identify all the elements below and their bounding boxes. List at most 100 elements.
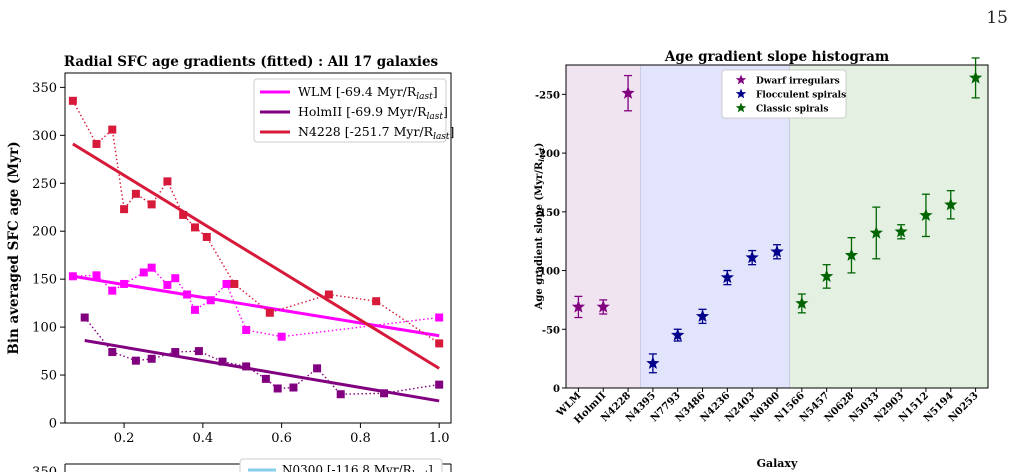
series-fit-line [72,274,440,338]
data-point [92,139,101,148]
left-xtick-label: 0.8 [350,431,371,446]
region-flocculent-spirals [640,65,790,388]
series-dotted-line [72,100,440,344]
left-xtick-label: 0.2 [114,431,135,446]
data-point [218,357,227,366]
data-point-star [968,70,983,84]
region-classic-spirals [789,65,988,388]
right-x-axis: WLMHolmIIN4228N4395N7793N3486N4236N2403N… [554,388,981,426]
data-point [277,332,286,341]
series-holmii [80,313,444,403]
data-point-star [944,197,958,211]
right-x-axis-label: Galaxy [757,457,798,470]
legend-label: WLM [-69.4 Myr/Rlast] [298,84,438,102]
data-point [242,362,251,371]
legend-close: ] [433,84,438,99]
legend-name: HolmII [298,104,346,119]
data-point-star [596,300,610,313]
left-x-axis: 0.2 0.4 0.6 0.8 1.0 [114,423,450,446]
left-legend-box [253,78,447,143]
legend-subscript: last [427,112,444,122]
next-panel-ytick-label: 350 [32,465,57,472]
legend-slope: [-69.9 Myr/R [346,104,427,119]
data-point-star [621,86,635,99]
slope-points-group [571,57,983,374]
legend-label: Classic spirals [756,105,828,115]
series-flocculent-spirals [646,244,784,374]
data-point-star [745,250,759,264]
legend-star [735,74,747,85]
data-point [206,296,215,305]
data-point [194,347,203,356]
data-point-star [795,296,809,310]
data-point [131,356,140,365]
legend-close: ] [443,104,448,119]
left-y-axis-label: Bin averaged SFC age (Myr) [6,141,22,354]
data-point [108,348,117,357]
data-point-star [671,328,685,341]
region-dwarf-irregulars [566,65,641,388]
data-point [242,325,251,334]
series-fit-line [72,142,440,370]
data-point [313,364,322,373]
legend-slope: [-69.4 Myr/R [336,84,417,99]
data-point [108,125,117,134]
data-point [273,384,282,393]
right-ytick-label: -200 [535,149,560,160]
data-point [171,274,180,283]
data-point [68,96,77,105]
next-panel-legend-box [239,458,443,472]
left-plot-frame [64,72,452,424]
left-xtick-label: 0.6 [271,431,292,446]
data-point-star [720,270,734,284]
left-ytick-label: 150 [32,273,57,288]
legend-close: ] [450,124,455,139]
left-ytick-label: 0 [49,417,57,432]
left-y-axis: 0 50 100 150 200 250 300 350 [32,81,65,432]
data-point [80,313,89,322]
data-point [435,380,444,389]
legend-slope: [-251.7 Myr/R [345,124,434,139]
left-ytick-label: 200 [32,225,57,240]
data-point [183,290,192,299]
left-xtick-label: 0.4 [193,431,214,446]
legend-label: Flocculent spirals [756,91,846,101]
legend-label: Dwarf irregulars [756,77,840,87]
legend-subscript: last [416,92,433,102]
legend-label: N4228 [-251.7 Myr/Rlast] [298,124,454,142]
right-legend-box [721,69,847,119]
data-point [108,286,117,295]
data-point [163,177,172,186]
data-point [324,290,333,299]
legend-name: N4228 [298,124,345,139]
point-n4228 [621,74,635,112]
data-point [92,271,101,280]
data-point [336,390,345,399]
series-classic-spirals [795,57,983,314]
data-point [261,374,270,383]
left-ytick-label: 350 [32,81,57,96]
data-point [222,279,231,288]
left-series-group [68,96,444,403]
right-ytick-label: -50 [542,325,560,336]
right-ytick-label: -100 [535,267,560,278]
data-point [289,383,298,392]
right-ytick-label: -150 [535,208,560,219]
data-point [179,210,188,219]
data-point [68,272,77,281]
galaxy-type-regions [566,65,988,388]
data-point-star [894,224,908,238]
data-point-star [869,226,883,239]
data-point [435,339,444,348]
left-chart-title: Radial SFC age gradients (fitted) : All … [64,54,439,70]
data-point [372,297,381,306]
data-point [265,308,274,317]
data-point [147,354,156,363]
page-number: 15 [986,8,1008,28]
legend-subscript: last [433,132,450,142]
data-point-star [770,244,784,258]
next-panel: 350 N0300 [-116.8 Myr/Rlast] [32,458,452,472]
right-chart-title: Age gradient slope histogram [664,49,889,65]
